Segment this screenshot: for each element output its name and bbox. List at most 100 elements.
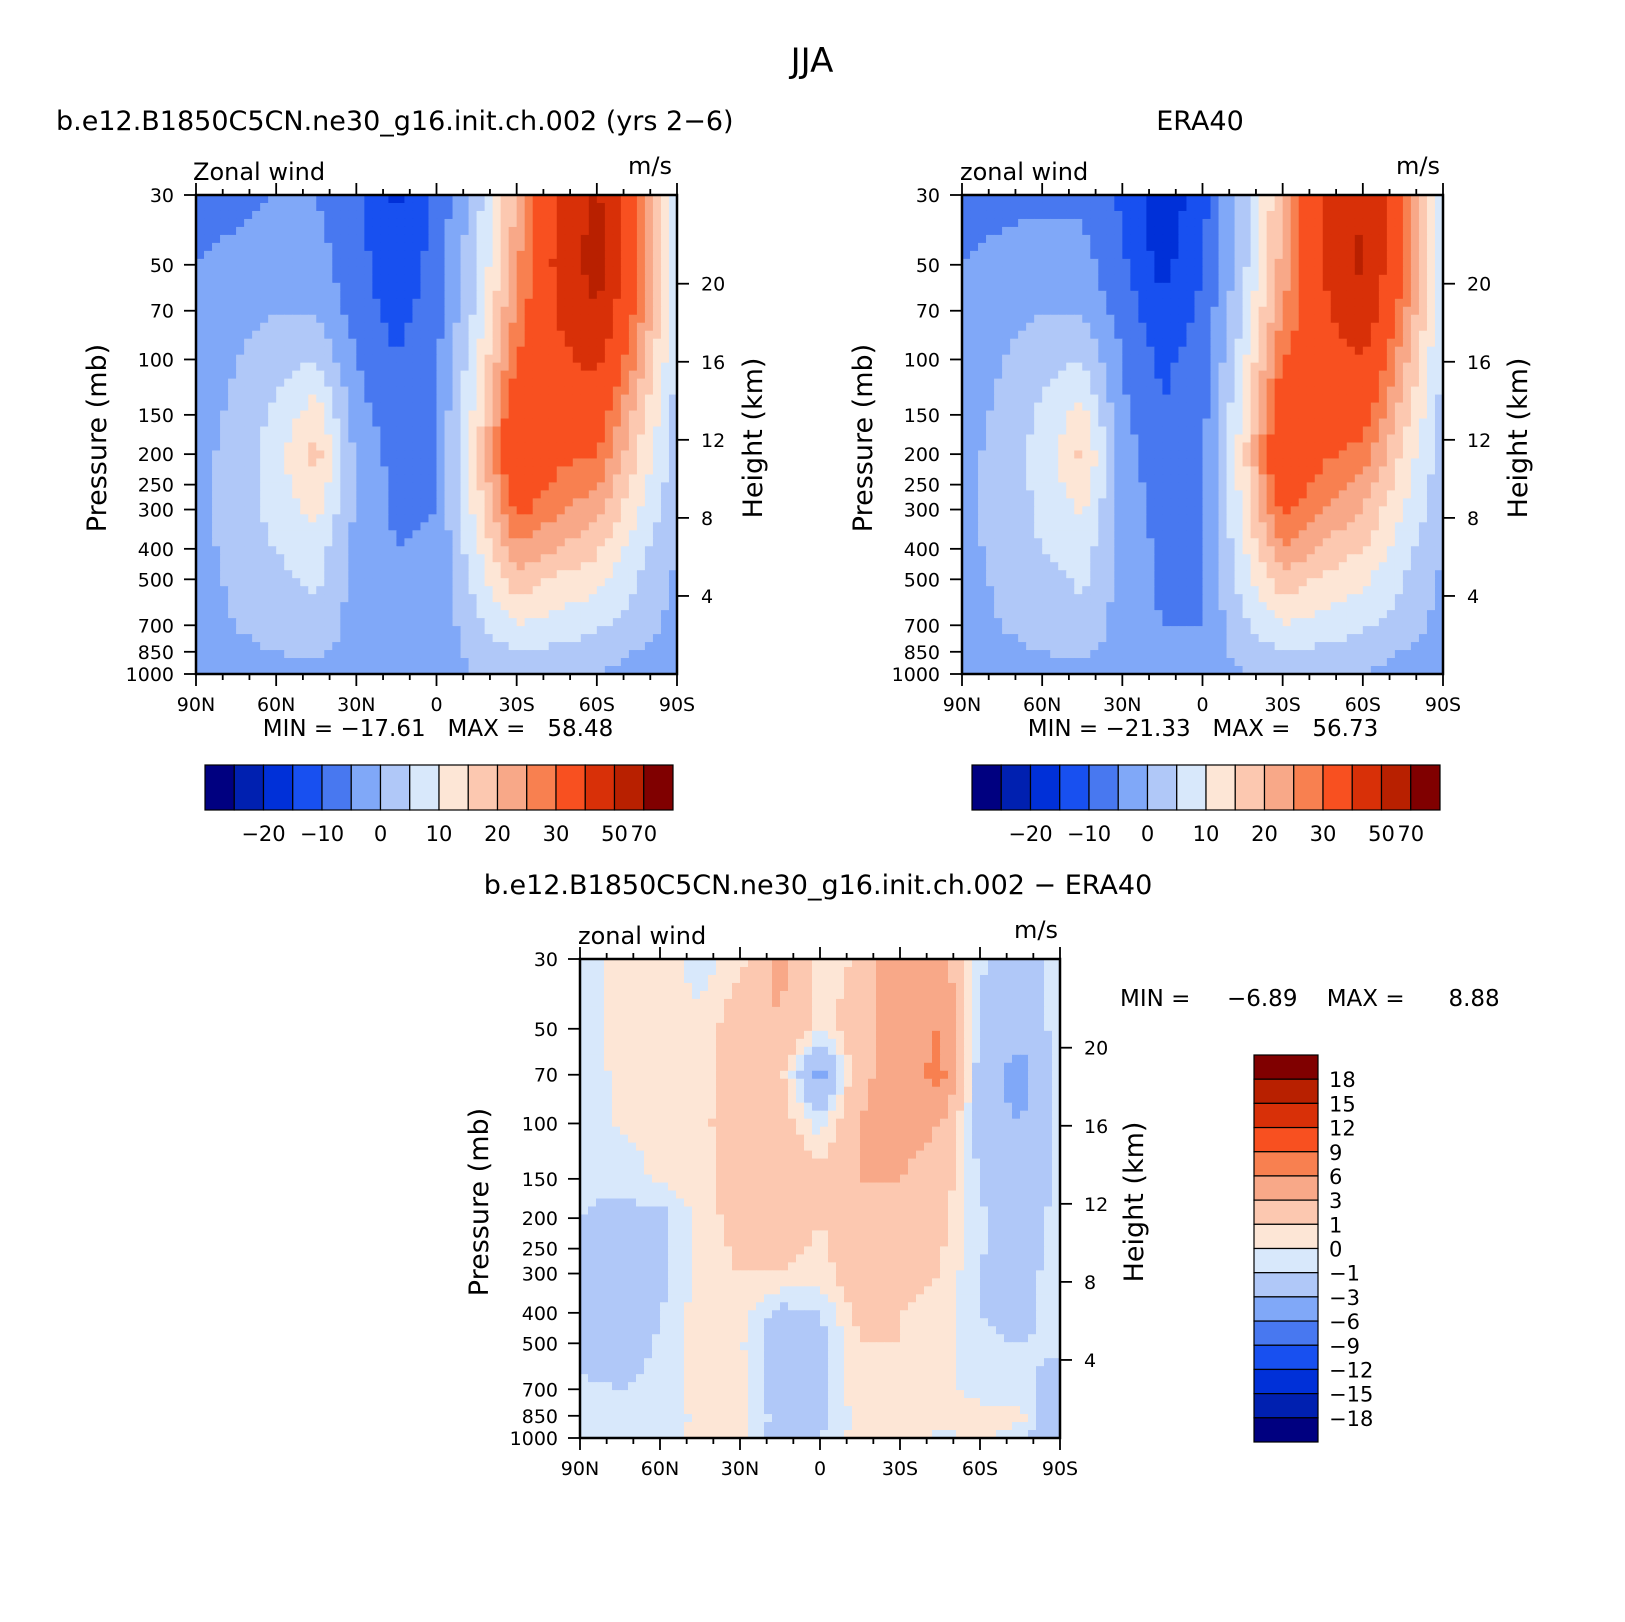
contour-cell <box>1098 202 1107 212</box>
contour-cell <box>236 370 245 380</box>
contour-cell <box>1410 258 1420 268</box>
contour-cell <box>588 394 598 404</box>
contour-cell <box>1114 322 1123 332</box>
contour-cell <box>1090 274 1099 284</box>
contour-cell <box>492 322 502 332</box>
contour-cell <box>668 474 677 483</box>
contour-cell <box>436 466 446 476</box>
contour-cell <box>596 434 606 444</box>
contour-cell <box>978 346 987 356</box>
figure-title: JJA <box>789 41 834 81</box>
contour-cell <box>388 634 398 643</box>
contour-cell <box>212 586 221 595</box>
contour-cell <box>516 602 526 611</box>
contour-cell <box>236 450 245 460</box>
contour-cell <box>612 482 622 491</box>
contour-cell <box>428 426 438 436</box>
contour-cell <box>412 290 422 300</box>
contour-cell <box>628 402 638 412</box>
contour-cell <box>444 314 454 324</box>
contour-cell <box>220 410 229 420</box>
contour-cell <box>220 386 229 396</box>
contour-cell <box>300 346 309 356</box>
contour-cell <box>1410 306 1420 316</box>
contour-cell <box>444 522 454 531</box>
contour-cell <box>1114 202 1123 212</box>
contour-cell <box>652 642 662 651</box>
contour-cell <box>668 338 677 348</box>
contour-cell <box>532 506 542 515</box>
contour-cell <box>556 514 566 523</box>
contour-cell <box>364 658 373 667</box>
contour-cell <box>652 442 662 452</box>
contour-cell <box>1226 202 1236 212</box>
contour-cell <box>1386 282 1396 292</box>
contour-cell <box>588 474 598 483</box>
contour-cell <box>348 386 357 396</box>
contour-cell <box>268 634 277 643</box>
contour-cell <box>308 218 317 228</box>
contour-cell <box>220 458 229 468</box>
contour-cell <box>452 218 462 228</box>
contour-cell <box>324 226 333 236</box>
contour-cell <box>604 234 614 244</box>
contour-cell <box>436 642 446 651</box>
contour-cell <box>444 466 454 476</box>
contour-cell <box>962 226 971 236</box>
contour-cell <box>532 298 542 308</box>
contour-cell <box>516 314 526 324</box>
contour-cell <box>1274 346 1284 356</box>
contour-cell <box>1418 234 1428 244</box>
contour-cell <box>1122 282 1131 292</box>
contour-cell <box>428 314 438 324</box>
contour-cell <box>596 378 606 388</box>
contour-cell <box>604 562 614 571</box>
contour-cell <box>604 314 614 324</box>
contour-cell <box>620 362 630 372</box>
contour-cell <box>1138 242 1147 252</box>
contour-cell <box>332 522 341 531</box>
contour-cell <box>1170 306 1180 316</box>
contour-cell <box>556 306 566 316</box>
contour-cell <box>460 602 470 611</box>
contour-cell <box>620 626 630 635</box>
contour-cell <box>1274 234 1284 244</box>
contour-cell <box>1154 250 1164 260</box>
contour-cell <box>1066 226 1075 236</box>
contour-cell <box>532 234 542 244</box>
contour-cell <box>1130 330 1139 340</box>
contour-cell <box>1346 314 1356 324</box>
contour-cell <box>1042 330 1051 340</box>
contour-cell <box>452 306 462 316</box>
contour-cell <box>1114 298 1123 308</box>
contour-cell <box>380 546 389 555</box>
contour-cell <box>276 378 285 388</box>
contour-cell <box>428 250 438 260</box>
contour-cell <box>1018 338 1027 348</box>
contour-cell <box>332 418 341 428</box>
contour-cell <box>196 338 205 348</box>
contour-cell <box>364 242 373 252</box>
contour-cell <box>1418 298 1428 308</box>
contour-cell <box>612 562 622 571</box>
contour-cell <box>572 626 582 635</box>
contour-cell <box>252 258 261 268</box>
contour-cell <box>1002 362 1011 372</box>
contour-cell <box>516 562 526 571</box>
contour-cell <box>962 314 971 324</box>
contour-cell <box>508 554 518 563</box>
contour-cell <box>1266 250 1276 260</box>
contour-cell <box>492 330 502 340</box>
contour-cell <box>388 266 398 276</box>
contour-cell <box>276 322 285 332</box>
contour-cell <box>468 410 478 420</box>
contour-cell <box>412 330 422 340</box>
contour-cell <box>500 202 510 212</box>
contour-cell <box>628 394 638 404</box>
contour-cell <box>356 218 365 228</box>
contour-cell <box>668 658 677 667</box>
contour-cell <box>1106 258 1115 268</box>
contour-cell <box>1034 298 1043 308</box>
contour-cell <box>228 322 237 332</box>
contour-cell <box>308 330 317 340</box>
